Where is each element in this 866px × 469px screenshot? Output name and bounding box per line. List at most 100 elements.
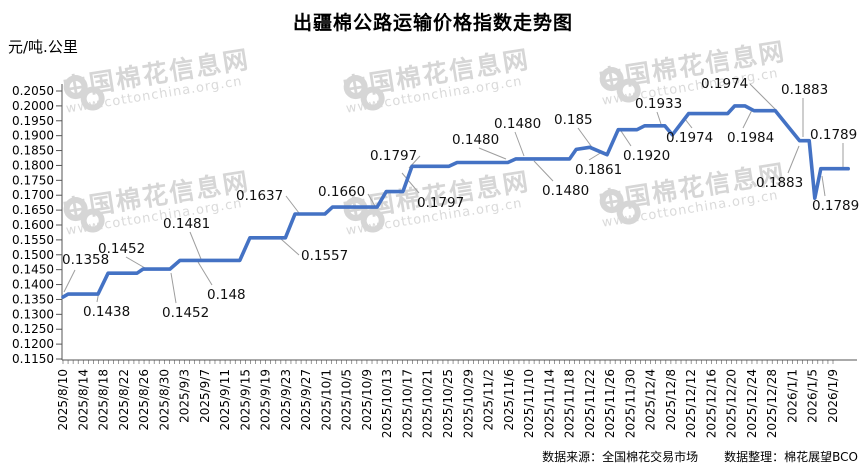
label-leader-line bbox=[285, 195, 300, 214]
y-axis-label: 0.1250 bbox=[12, 322, 54, 336]
data-point-label: 0.1933 bbox=[635, 96, 682, 112]
x-axis-label: 2025/9/23 bbox=[279, 369, 293, 431]
x-axis-label: 2025/11/26 bbox=[603, 369, 617, 438]
x-axis-label: 2025/10/17 bbox=[400, 369, 414, 438]
label-leader-line bbox=[656, 111, 662, 125]
label-leader-line bbox=[514, 131, 525, 157]
data-point-label: 0.1789 bbox=[810, 127, 857, 143]
x-axis-label: 2025/11/2 bbox=[482, 369, 496, 431]
x-axis-label: 2025/11/6 bbox=[502, 369, 516, 431]
y-axis-label: 0.1850 bbox=[12, 144, 54, 158]
footer: 数据来源：全国棉花交易市场 数据整理：棉花展望BCO bbox=[542, 448, 858, 465]
x-axis-label: 2025/9/15 bbox=[238, 369, 252, 431]
data-point-label: 0.1480 bbox=[494, 116, 541, 132]
data-point-label: 0.1660 bbox=[318, 184, 365, 200]
label-leader-line bbox=[821, 175, 826, 197]
x-axis-label: 2025/10/1 bbox=[319, 369, 333, 431]
x-axis-label: 2025/10/9 bbox=[360, 369, 374, 431]
data-point-label: 0.1452 bbox=[162, 305, 209, 321]
x-axis-label: 2025/12/16 bbox=[704, 369, 718, 438]
data-point-label: 0.148 bbox=[207, 287, 246, 303]
data-point-label: 0.1637 bbox=[236, 188, 283, 204]
label-leader-line bbox=[125, 256, 146, 269]
x-axis-label: 2025/8/22 bbox=[117, 369, 131, 431]
x-axis-label: 2026/1/9 bbox=[826, 369, 840, 423]
label-leader-line bbox=[787, 145, 800, 174]
y-axis-label: 0.1350 bbox=[12, 292, 54, 306]
y-axis-label: 0.1200 bbox=[12, 337, 54, 351]
data-point-label: 0.1358 bbox=[62, 252, 109, 268]
data-point-label: 0.1797 bbox=[370, 148, 417, 164]
label-leader-line bbox=[684, 118, 693, 129]
y-axis-label: 0.1700 bbox=[12, 188, 54, 202]
x-axis-label: 2025/8/10 bbox=[56, 369, 70, 431]
y-axis-label: 0.1450 bbox=[12, 263, 54, 277]
x-axis-label: 2025/8/14 bbox=[76, 369, 90, 431]
x-axis-label: 2025/12/4 bbox=[644, 369, 658, 431]
x-axis-label: 2025/10/5 bbox=[340, 369, 354, 431]
data-point-label: 0.185 bbox=[554, 112, 593, 128]
data-point-label: 0.1883 bbox=[781, 82, 828, 98]
x-axis-label: 2025/12/28 bbox=[765, 369, 779, 438]
label-leader-line bbox=[189, 231, 202, 260]
x-axis-label: 2025/11/18 bbox=[563, 369, 577, 438]
x-axis-label: 2025/9/3 bbox=[178, 369, 192, 423]
x-axis-label: 2025/11/10 bbox=[522, 369, 536, 438]
y-axis-label: 0.2000 bbox=[12, 99, 54, 113]
data-point-label: 0.1452 bbox=[98, 241, 145, 257]
x-axis-label: 2025/11/22 bbox=[583, 369, 597, 438]
data-point-label: 0.1480 bbox=[542, 183, 589, 199]
x-axis-label: 2025/9/27 bbox=[299, 369, 313, 431]
x-axis-label: 2025/12/12 bbox=[684, 369, 698, 438]
x-axis-label: 2025/9/11 bbox=[218, 369, 232, 431]
y-axis-label: 0.1150 bbox=[12, 352, 54, 366]
y-axis-label: 0.1600 bbox=[12, 218, 54, 232]
y-axis-label: 0.1550 bbox=[12, 233, 54, 247]
label-leader-line bbox=[367, 193, 376, 207]
data-point-label: 0.1481 bbox=[163, 216, 210, 232]
data-point-label: 0.1974 bbox=[701, 76, 748, 92]
x-axis-label: 2025/11/14 bbox=[542, 369, 556, 438]
x-axis-label: 2025/9/19 bbox=[259, 369, 273, 431]
chart-title: 出疆棉公路运输价格指数走势图 bbox=[292, 12, 573, 34]
y-axis-label: 0.1750 bbox=[12, 173, 54, 187]
data-point-label: 0.1984 bbox=[727, 130, 774, 146]
data-point-label: 0.1883 bbox=[756, 175, 803, 191]
label-leader-line bbox=[170, 272, 177, 304]
y-axis-unit-label: 元/吨.公里 bbox=[8, 38, 78, 56]
x-axis-label: 2025/11/30 bbox=[623, 369, 637, 438]
data-point-label: 0.1438 bbox=[83, 304, 130, 320]
x-axis-label: 2025/12/8 bbox=[664, 369, 678, 431]
label-leader-line bbox=[197, 261, 213, 286]
x-axis-label: 2025/8/26 bbox=[137, 369, 151, 431]
y-axis-label: 0.2050 bbox=[12, 84, 54, 98]
data-point-label: 0.1974 bbox=[666, 130, 713, 146]
label-leader-line bbox=[478, 147, 507, 160]
label-leader-line bbox=[533, 160, 554, 182]
data-point-label: 0.1789 bbox=[812, 198, 859, 214]
data-point-label: 0.1797 bbox=[417, 195, 464, 211]
label-leader-line bbox=[401, 172, 420, 194]
label-leader-line bbox=[749, 83, 778, 112]
y-axis-label: 0.1650 bbox=[12, 203, 54, 217]
label-leader-line bbox=[280, 238, 300, 256]
data-point-label: 0.1557 bbox=[301, 248, 348, 264]
y-axis-label: 0.1900 bbox=[12, 129, 54, 143]
x-axis-label: 2026/1/1 bbox=[785, 369, 799, 423]
x-axis-label: 2025/10/29 bbox=[461, 369, 475, 438]
x-axis-label: 2025/9/7 bbox=[198, 369, 212, 423]
label-leader-line bbox=[742, 109, 753, 129]
x-axis-label: 2025/10/13 bbox=[380, 369, 394, 438]
y-axis-label: 0.1800 bbox=[12, 158, 54, 172]
x-axis-label: 2025/8/30 bbox=[157, 369, 171, 431]
data-point-label: 0.1920 bbox=[623, 148, 670, 164]
label-leader-line bbox=[620, 130, 632, 147]
data-point-label: 0.1861 bbox=[575, 162, 622, 178]
y-axis-label: 0.1300 bbox=[12, 307, 54, 321]
data-compiler-text: 数据整理：棉花展望BCO bbox=[724, 450, 858, 464]
x-axis-label: 2026/1/5 bbox=[806, 369, 820, 423]
y-axis-label: 0.1950 bbox=[12, 114, 54, 128]
label-leader-line bbox=[63, 269, 76, 293]
